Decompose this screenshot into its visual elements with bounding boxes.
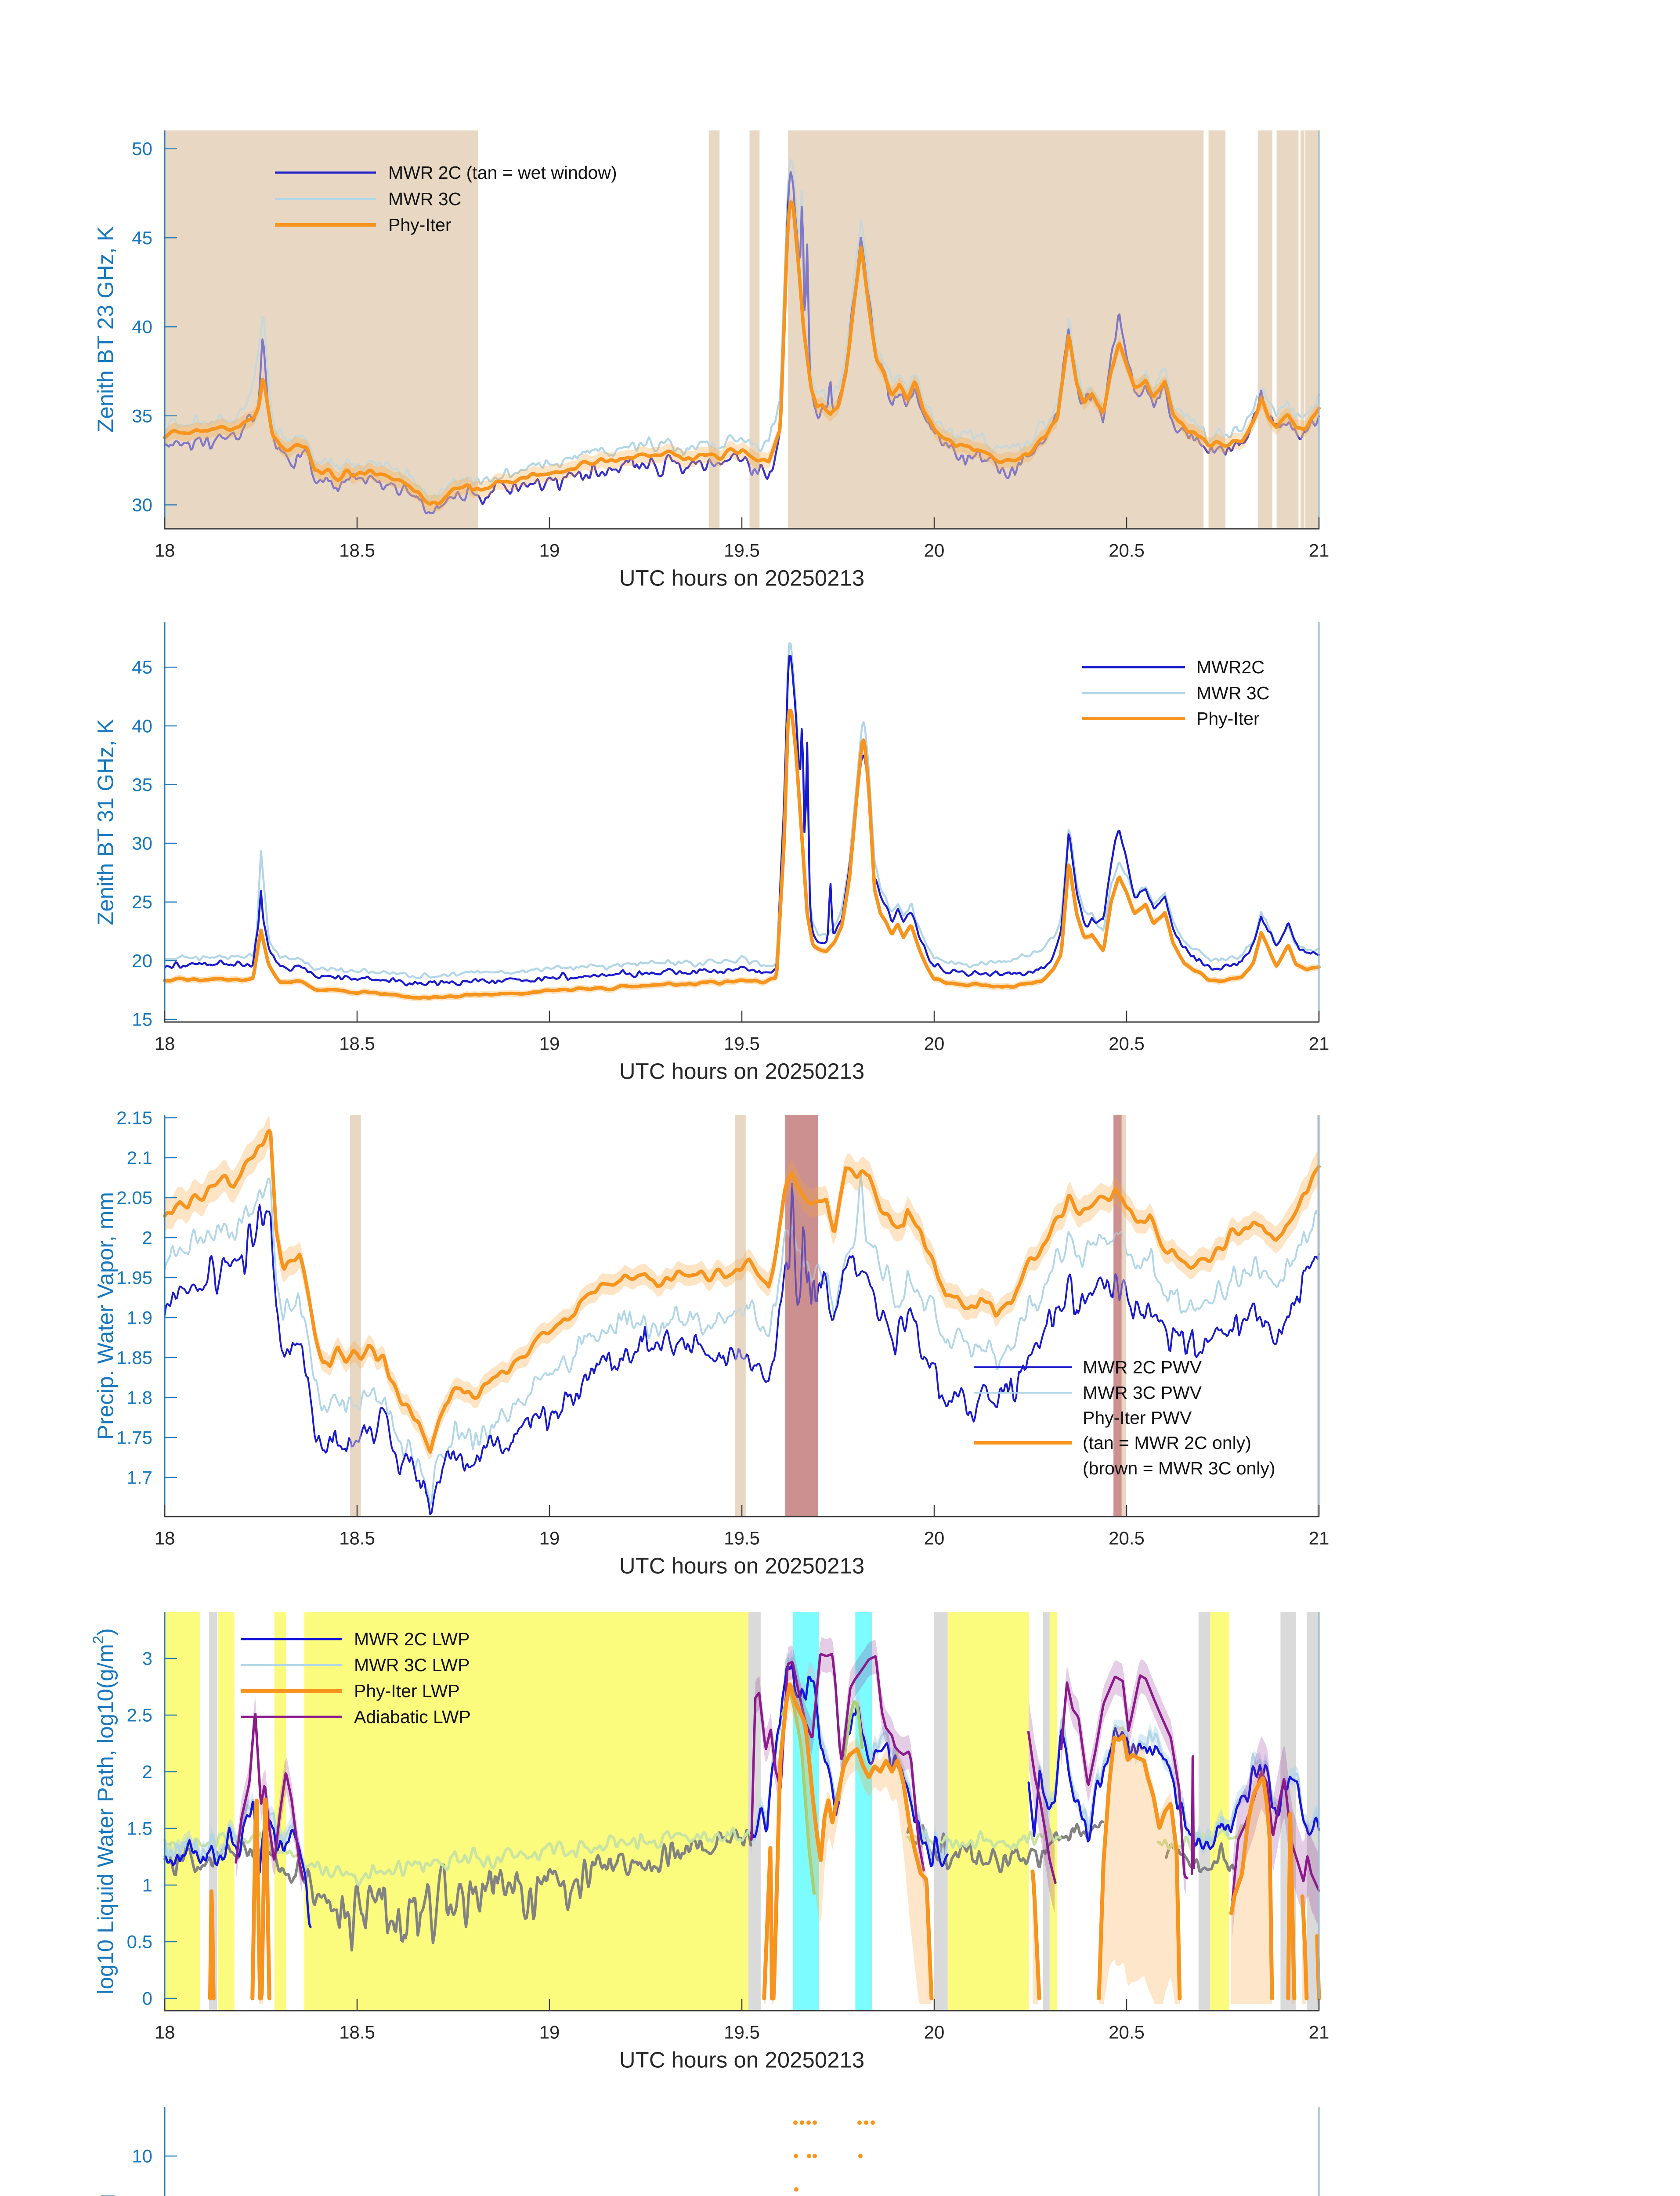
- svg-text:Zenith BT 31 GHz, K: Zenith BT 31 GHz, K: [93, 719, 118, 925]
- svg-text:20.5: 20.5: [1109, 1033, 1145, 1054]
- svg-text:25: 25: [132, 892, 152, 912]
- svg-text:50: 50: [132, 138, 152, 159]
- svg-text:MWR 2C (tan = wet window): MWR 2C (tan = wet window): [388, 163, 617, 183]
- svg-text:Phy-Iter: Phy-Iter: [1196, 708, 1260, 729]
- svg-text:18.5: 18.5: [339, 2022, 375, 2043]
- svg-text:45: 45: [132, 228, 152, 248]
- svg-text:2: 2: [142, 1762, 152, 1782]
- svg-text:20: 20: [924, 1033, 945, 1054]
- svg-text:19.5: 19.5: [724, 540, 760, 561]
- svg-text:(brown = MWR 3C only): (brown = MWR 3C only): [1083, 1458, 1275, 1478]
- svg-text:19.5: 19.5: [724, 1528, 760, 1549]
- svg-text:18: 18: [155, 2022, 175, 2043]
- svg-text:Precip. Water Vapor, mm: Precip. Water Vapor, mm: [93, 1192, 118, 1440]
- svg-text:1.8: 1.8: [127, 1387, 152, 1408]
- svg-text:1.75: 1.75: [116, 1427, 152, 1448]
- svg-text:Adiabatic LWP: Adiabatic LWP: [354, 1707, 471, 1727]
- svg-text:21: 21: [1309, 540, 1330, 561]
- svg-text:Phy-Iter PWV: Phy-Iter PWV: [1083, 1408, 1192, 1428]
- svg-text:UTC hours on 20250213: UTC hours on 20250213: [619, 2048, 865, 2073]
- svg-text:UTC hours on 20250213: UTC hours on 20250213: [619, 1059, 865, 1084]
- svg-text:2.15: 2.15: [116, 1108, 152, 1128]
- svg-text:19: 19: [539, 1033, 560, 1054]
- svg-text:21: 21: [1309, 1528, 1330, 1549]
- svg-text:2.1: 2.1: [127, 1148, 152, 1168]
- svg-text:18: 18: [155, 540, 175, 561]
- svg-text:18: 18: [155, 1528, 175, 1549]
- svg-text:MWR 3C LWP: MWR 3C LWP: [354, 1655, 470, 1675]
- svg-text:1.7: 1.7: [127, 1467, 152, 1488]
- svg-text:20.5: 20.5: [1109, 540, 1145, 561]
- svg-text:20.5: 20.5: [1109, 2022, 1145, 2043]
- svg-text:1.9: 1.9: [127, 1307, 152, 1328]
- svg-text:18.5: 18.5: [339, 1033, 375, 1054]
- svg-text:2.05: 2.05: [116, 1188, 152, 1208]
- svg-text:Phy-Iter: Phy-Iter: [388, 215, 452, 235]
- svg-text:0: 0: [142, 1988, 152, 2009]
- svg-text:20.5: 20.5: [1109, 1528, 1145, 1549]
- svg-text:MWR 3C: MWR 3C: [1196, 683, 1269, 703]
- svg-text:3: 3: [142, 1648, 152, 1669]
- svg-text:19: 19: [539, 1528, 560, 1549]
- svg-text:30: 30: [132, 495, 152, 515]
- svg-text:MWR 3C PWV: MWR 3C PWV: [1083, 1383, 1202, 1403]
- svg-text:19: 19: [539, 2022, 560, 2043]
- svg-text:20: 20: [132, 950, 152, 971]
- svg-text:45: 45: [132, 657, 152, 678]
- svg-text:Phy-Iter LWP: Phy-Iter LWP: [354, 1681, 460, 1701]
- svg-text:40: 40: [132, 317, 152, 337]
- svg-text:30: 30: [132, 833, 152, 854]
- svg-text:40: 40: [132, 715, 152, 736]
- svg-text:35: 35: [132, 405, 152, 426]
- svg-text:35: 35: [132, 774, 152, 795]
- svg-text:21: 21: [1309, 1033, 1330, 1054]
- svg-text:MWR 3C: MWR 3C: [388, 189, 461, 209]
- svg-text:19: 19: [539, 540, 560, 561]
- svg-text:log10 Liquid Water Path, log10: log10 Liquid Water Path, log10(g/m2): [90, 1628, 118, 1994]
- svg-text:0.5: 0.5: [127, 1932, 152, 1952]
- svg-text:18.5: 18.5: [339, 540, 375, 561]
- svg-text:2.5: 2.5: [127, 1705, 152, 1726]
- svg-text:18: 18: [155, 1033, 175, 1054]
- svg-text:MWR2C: MWR2C: [1196, 657, 1265, 677]
- svg-text:1: 1: [142, 1875, 152, 1896]
- svg-text:18.5: 18.5: [339, 1528, 375, 1549]
- svg-text:UTC hours on 20250213: UTC hours on 20250213: [619, 566, 865, 591]
- svg-text:1.85: 1.85: [116, 1347, 152, 1368]
- svg-text:Zenith BT 23 GHz, K: Zenith BT 23 GHz, K: [93, 226, 118, 433]
- svg-text:10: 10: [132, 2146, 152, 2167]
- svg-text:21: 21: [1309, 2022, 1330, 2043]
- svg-text:15: 15: [132, 1009, 152, 1030]
- svg-text:20: 20: [924, 540, 945, 561]
- svg-text:19.5: 19.5: [724, 2022, 760, 2043]
- svg-text:MWR 2C PWV: MWR 2C PWV: [1083, 1357, 1202, 1377]
- svg-text:19.5: 19.5: [724, 1033, 760, 1054]
- svg-text:2: 2: [142, 1228, 152, 1248]
- svg-text:MWR 2C LWP: MWR 2C LWP: [354, 1629, 470, 1649]
- svg-text:20: 20: [924, 1528, 945, 1549]
- svg-text:MWR Phy Iter DQ Flag: MWR Phy Iter DQ Flag: [93, 2194, 118, 2196]
- svg-text:1.95: 1.95: [116, 1268, 152, 1288]
- svg-text:1.5: 1.5: [127, 1818, 152, 1839]
- svg-text:(tan = MWR 2C only): (tan = MWR 2C only): [1083, 1433, 1251, 1453]
- svg-text:20: 20: [924, 2022, 945, 2043]
- svg-text:UTC hours on 20250213: UTC hours on 20250213: [619, 1553, 865, 1578]
